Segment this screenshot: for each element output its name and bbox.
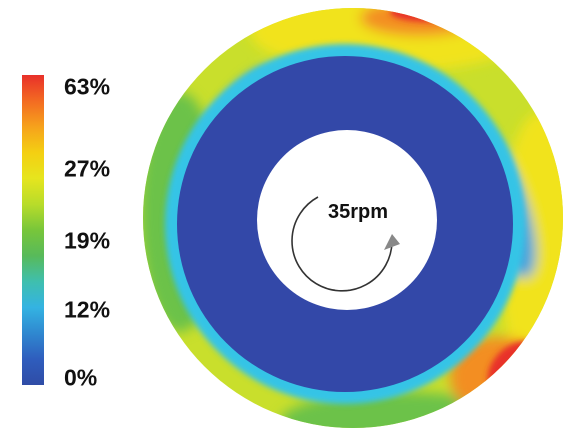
legend-tick-0: 0% xyxy=(64,364,98,391)
legend-tick-12: 12% xyxy=(64,296,111,323)
color-scale-bar xyxy=(22,75,44,385)
legend-tick-19: 19% xyxy=(64,227,111,254)
legend-tick-63: 63% xyxy=(64,73,111,100)
rotation-speed-label: 35rpm xyxy=(328,201,389,223)
concentration-contour-plot xyxy=(143,8,563,428)
rotation-arrowhead xyxy=(384,234,400,250)
rotating-core xyxy=(257,130,437,310)
legend-tick-27: 27% xyxy=(64,155,111,182)
rotation-arrow xyxy=(291,196,393,292)
red-patch-top xyxy=(390,8,470,22)
